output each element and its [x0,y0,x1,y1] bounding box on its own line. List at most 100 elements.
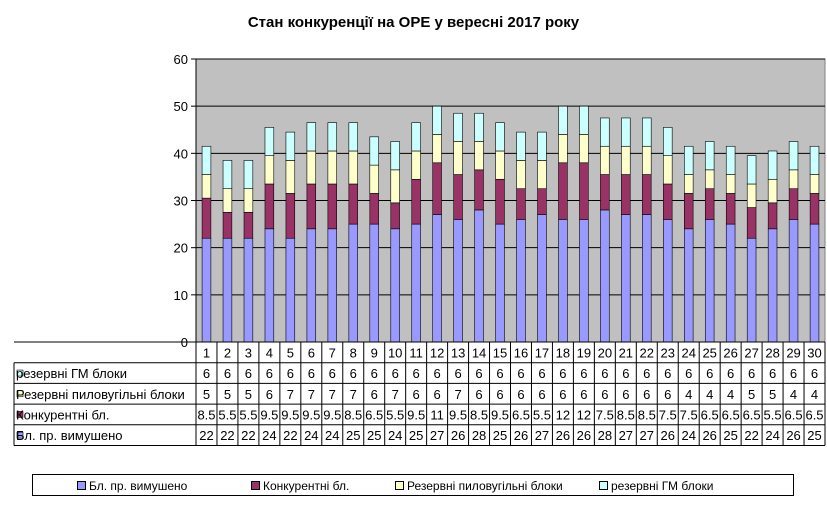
table-row-swatch [16,411,24,418]
table-cell-value: 6 [601,387,608,402]
bar-segment [201,237,212,343]
bar-segment [474,169,484,211]
bar-segment [788,188,799,220]
bar-segment [663,219,673,343]
table-cell-value: 24 [262,428,276,443]
table-cell-value: 4 [706,387,713,402]
stacked-bar-chart: 0102030405060 12345678910111213141516171… [13,52,826,446]
table-cell-value: 9.5 [449,407,467,422]
table-cell-value: 6 [580,366,587,381]
bar-segment [537,214,547,343]
bar-segment [788,169,799,190]
bar-segment [621,214,631,343]
bar-segment [411,122,421,152]
table-cell-value: 5 [224,387,231,402]
table-cell-value: 6.5 [805,407,823,422]
table-cell-value: 26 [451,428,465,443]
bar-segment [537,160,547,190]
x-tick-label: 3 [245,345,252,360]
x-tick-label: 5 [287,345,294,360]
table-cell-value: 6 [559,387,566,402]
table-cell-value: 28 [598,428,612,443]
bar-segment [495,150,505,180]
table-cell-value: 9.5 [491,407,509,422]
bar-segment [243,160,254,190]
table-cell-value: 6 [266,387,273,402]
bar-segment [474,112,484,142]
table-row-swatch [16,390,24,398]
table-cell-value: 7 [392,387,399,402]
table-cell-value: 5.5 [386,407,404,422]
table-cell-value: 6 [475,366,482,381]
bar-segment [432,105,442,135]
bar-segment [306,122,317,152]
table-cell-value: 22 [283,428,297,443]
table-row-label: Конкурентні бл. [16,407,110,422]
table-cell-value: 25 [409,428,423,443]
table-cell-value: 6 [538,387,545,402]
bar-segment [264,183,275,230]
table-cell-value: 6 [287,366,294,381]
bar-segment [704,169,715,190]
table-cell-value: 6 [622,387,629,402]
table-cell-value: 9.5 [302,407,320,422]
table-cell-value: 6 [790,366,797,381]
table-cell-value: 6 [685,366,692,381]
bar-segment [767,202,778,230]
table-cell-value: 22 [220,428,234,443]
bar-segment [746,237,757,343]
table-cell-value: 6 [811,366,818,381]
bar-segment [369,223,379,343]
bar-segment [725,223,736,343]
bar-segment [767,150,778,180]
table-cell-value: 6 [392,366,399,381]
bar-segment [348,183,358,225]
x-tick-label: 7 [329,345,336,360]
bar-segment [432,134,442,164]
table-cell-value: 27 [430,428,444,443]
table-cell-value: 22 [744,428,758,443]
x-tick-label: 28 [765,345,779,360]
table-cell-value: 26 [702,428,716,443]
table-cell-value: 12 [556,407,570,422]
bar-segment [411,223,421,343]
bar-segment [327,228,337,343]
bar-segment [411,178,421,225]
bar-segment [474,209,484,343]
data-table: 1 2 3 4 5 6 7 8 9 10 11 12 13 14 15 16 17 18 19 20 21 22 23 24 2… [13,341,826,446]
bar-segment [222,188,233,213]
table-cell-value: 5 [203,387,210,402]
table-cell-value: 6 [748,366,755,381]
table-cell-value: 6 [329,366,336,381]
table-cell-value: 6 [517,387,524,402]
table-cell-value: 9.5 [281,407,299,422]
bar-segment [725,193,736,225]
bar-segment [600,209,610,343]
bar-segment [222,211,233,239]
bar-segment [684,145,694,175]
bars [201,105,820,343]
table-cell-value: 6.5 [365,407,383,422]
bar-segment [558,162,568,220]
bar-segment [516,131,526,161]
bar-segment [746,207,757,239]
x-tick-label: 30 [807,345,821,360]
table-cell-value: 9.5 [323,407,341,422]
table-cell-value: 8.5 [197,407,215,422]
bar-segment [642,214,652,343]
table-cell-value: 26 [786,428,800,443]
table-cell-value: 6 [454,366,461,381]
bar-segment [285,160,296,194]
table-cell-value: 6 [496,387,503,402]
bar-segment [725,145,736,175]
legend-label: Бл. пр. вимушено [89,478,188,493]
table-cell-value: 6 [496,366,503,381]
table-cell-value: 5.5 [764,407,782,422]
x-tick-label: 9 [371,345,378,360]
table-cell-value: 6 [433,366,440,381]
y-tick-label: 20 [174,241,188,256]
bar-segment [788,141,799,171]
bar-segment [201,174,212,199]
legend-label: Конкурентні бл. [263,478,350,493]
table-cell-value: 8.5 [638,407,656,422]
